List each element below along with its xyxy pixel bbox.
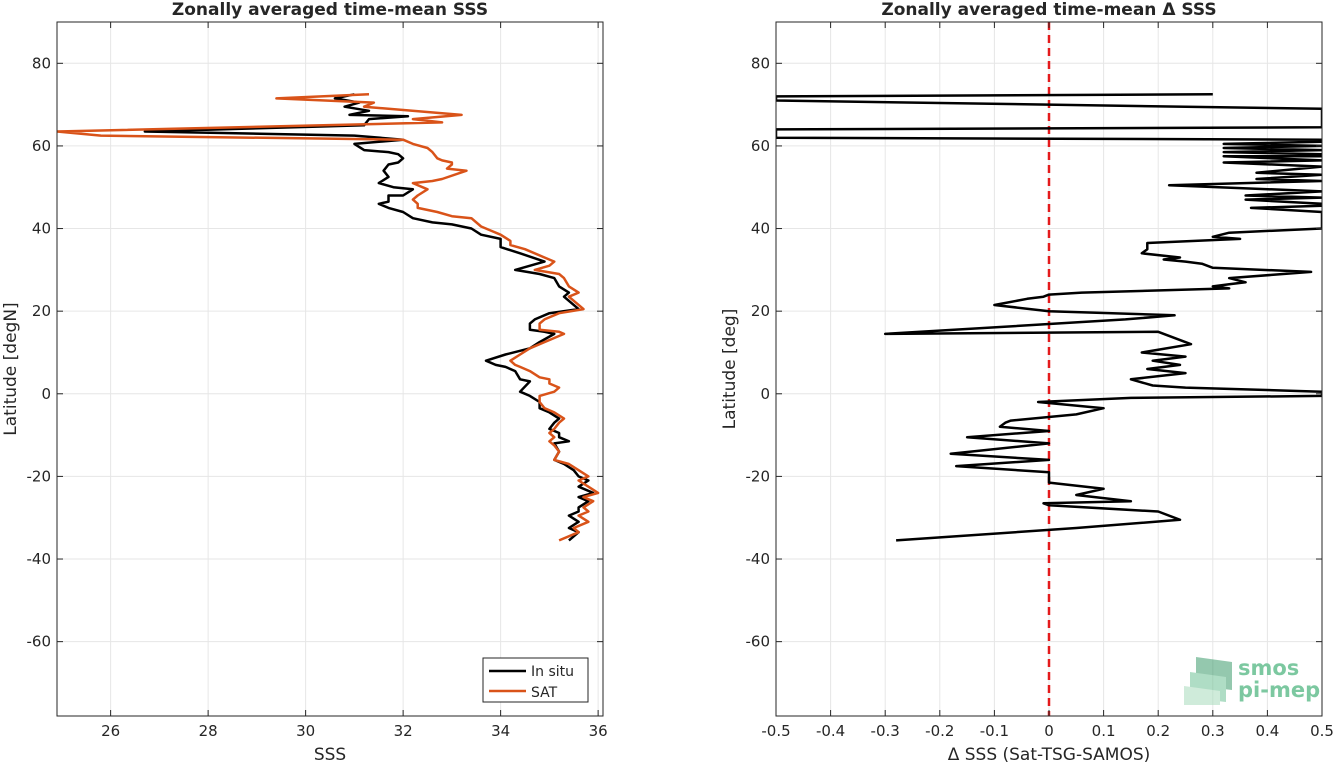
delta-sss-x-tick-label: 0 [1044,722,1054,740]
delta-sss-x-tick-label: 0.2 [1146,722,1170,740]
sss-title: Zonally averaged time-mean SSS [172,0,488,20]
legend-box [482,657,589,703]
sss-y-tick-label: -60 [27,633,52,651]
sss-axes-box [56,21,604,717]
sss-y-axis-label: Latitude [degN] [1,302,21,435]
delta-sss-y-tick-label: -20 [746,467,771,485]
delta-sss-x-tick-label: -0.3 [871,722,900,740]
delta-sss-x-tick-label: -0.5 [761,722,790,740]
delta-sss-x-tick-label: 0.5 [1310,722,1333,740]
delta-sss-y-tick-label: 20 [751,302,770,320]
sss-x-tick-label: 26 [101,722,120,740]
legend: In situ SAT [482,657,589,703]
sss-y-tick-label: 80 [32,54,51,72]
sss-x-tick-label: 34 [491,722,510,740]
delta-sss-y-tick-label: 40 [751,220,770,238]
sss-series-in-situ-line [143,93,595,542]
delta-sss-series-0-line [776,93,1322,542]
logo-text-pi-mep: pi-mep [1238,678,1320,702]
sss-x-tick-label: 36 [589,722,608,740]
logo-mark [1184,657,1232,705]
delta-sss-y-tick-label: -60 [746,633,771,651]
delta-sss-y-tick-label: 60 [751,137,770,155]
legend-label-in-situ: In situ [531,664,574,680]
delta-sss-x-tick-label: -0.4 [816,722,845,740]
sss-y-tick-label: 60 [32,137,51,155]
sss-y-tick-label: 20 [32,302,51,320]
sss-y-tick-label: 40 [32,220,51,238]
delta-sss-x-tick-label: -0.1 [980,722,1009,740]
delta-sss-panel: -0.5 -0.4 -0.3 -0.2 -0.1 0 0.1 0.2 0.3 0.4 0.5 80 60… [720,0,1333,764]
delta-sss-y-tick-label: 0 [760,385,770,403]
sss-y-tick-label: -40 [27,550,52,568]
delta-sss-title: Zonally averaged time-mean Δ SSS [881,0,1216,20]
smos-pi-mep-logo: smos pi-mep [1184,656,1320,705]
sss-y-tick-label: -20 [27,467,52,485]
legend-label-sat: SAT [531,685,558,701]
sss-x-tick-label: 28 [199,722,218,740]
sss-x-tick-label: 30 [296,722,315,740]
delta-sss-x-tick-label: 0.3 [1201,722,1225,740]
logo-text-smos: smos [1238,656,1299,680]
delta-sss-x-tick-label: 0.1 [1092,722,1116,740]
delta-sss-x-tick-label: -0.2 [925,722,954,740]
delta-sss-y-tick-label: -40 [746,550,771,568]
delta-sss-x-tick-label: 0.4 [1255,722,1279,740]
sss-x-tick-label: 32 [394,722,413,740]
delta-sss-y-tick-label: 80 [751,54,770,72]
sss-series-sat-line [57,93,600,542]
delta-sss-y-axis-label: Latitude [deg] [720,309,740,430]
delta-sss-x-axis-label: Δ SSS (Sat-TSG-SAMOS) [948,745,1151,764]
sss-y-tick-label: 0 [41,385,51,403]
sss-panel: 26 28 30 32 34 36 80 60 40 20 0 -20 -40 -60 Zonally av… [1,0,608,764]
sss-x-axis-label: SSS [314,745,346,764]
